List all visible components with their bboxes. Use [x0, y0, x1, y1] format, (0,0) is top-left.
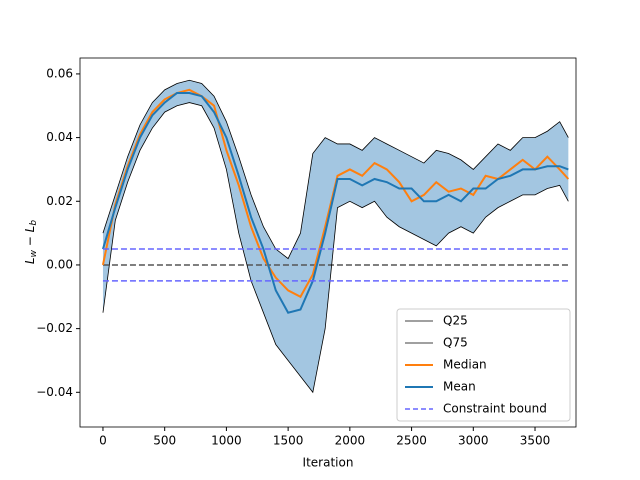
x-tick-label: 0: [99, 434, 107, 448]
x-tick-label: 3500: [520, 434, 551, 448]
x-tick-label: 500: [153, 434, 176, 448]
y-tick-label: 0.04: [46, 130, 73, 144]
y-tick-label: 0.00: [46, 257, 73, 271]
x-axis-label: Iteration: [303, 456, 354, 470]
y-label-part: L: [23, 257, 37, 264]
legend-label: Median: [443, 358, 487, 372]
plot-frame: [79, 57, 577, 428]
x-tick-label: 1500: [273, 434, 304, 448]
y-tick-label: 0.02: [46, 194, 73, 208]
series-line: [102, 92, 569, 314]
y-tick-label: −0.04: [36, 385, 73, 399]
series-line: [101, 88, 570, 299]
y-label-part: L: [23, 226, 37, 233]
legend-box: [396, 308, 571, 422]
iqr-band: [102, 80, 569, 393]
y-label-sub: w: [29, 249, 39, 257]
series-line: [102, 79, 569, 260]
legend-label: Q25: [443, 314, 468, 328]
x-tick-label: 2500: [396, 434, 427, 448]
y-tick-label: −0.02: [36, 321, 73, 335]
y-axis-label: Lw − Lb: [23, 220, 39, 264]
legend-label: Q75: [443, 336, 468, 350]
legend-label: Mean: [443, 380, 476, 394]
x-tick-label: 1000: [211, 434, 242, 448]
x-tick-label: 3000: [458, 434, 489, 448]
x-tick-label: 2000: [335, 434, 366, 448]
y-label-sub: b: [29, 220, 39, 226]
legend-label: Constraint bound: [443, 402, 547, 416]
y-label-part: −: [23, 232, 37, 250]
y-tick-label: 0.06: [46, 66, 73, 80]
series-line: [102, 102, 569, 394]
